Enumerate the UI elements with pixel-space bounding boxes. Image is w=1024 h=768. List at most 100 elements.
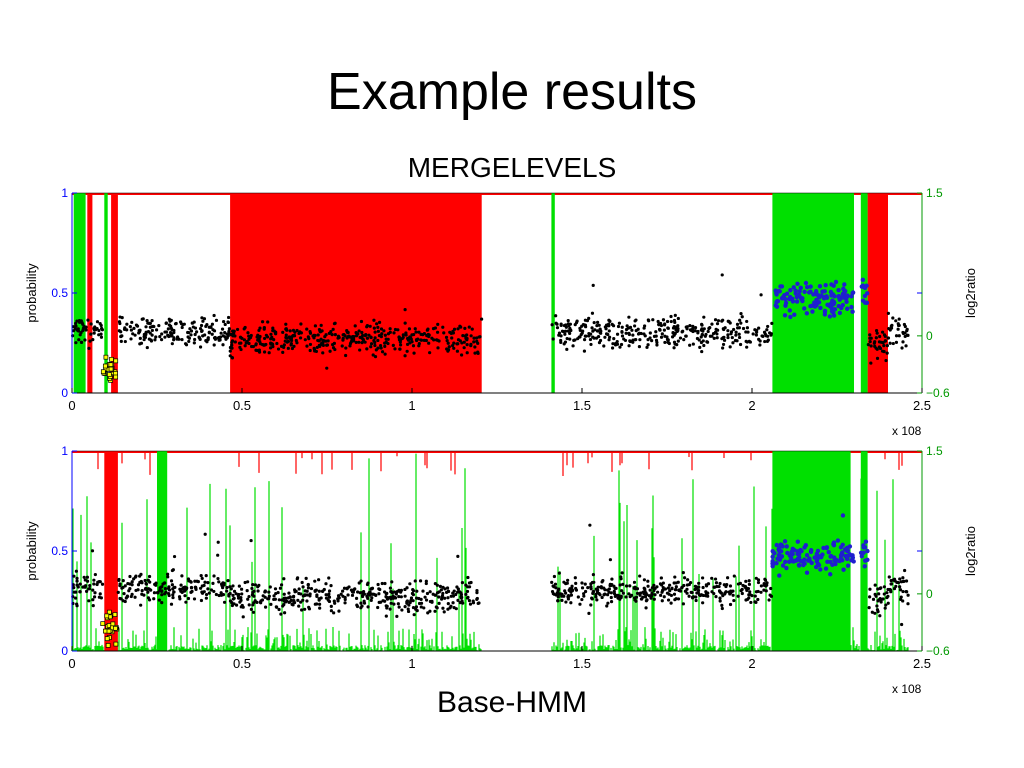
- data-point: [714, 594, 718, 599]
- right-y-tick-label: 0: [926, 329, 933, 343]
- left-axis-label: probability: [24, 263, 39, 323]
- data-point: [777, 573, 782, 578]
- data-point: [901, 579, 905, 584]
- data-point: [210, 322, 215, 326]
- data-point: [182, 589, 187, 593]
- data-point: [357, 340, 361, 344]
- data-point: [370, 596, 374, 600]
- data-point: [656, 319, 660, 324]
- data-point: [802, 545, 807, 550]
- data-point: [189, 329, 194, 333]
- data-point: [728, 345, 732, 349]
- data-point: [264, 333, 268, 337]
- data-point: [471, 601, 476, 605]
- data-point: [230, 343, 234, 347]
- data-point: [816, 562, 822, 568]
- data-point: [419, 597, 423, 602]
- data-point: [407, 327, 412, 331]
- data-point: [464, 592, 468, 597]
- data-point: [458, 590, 462, 594]
- data-point: [406, 338, 410, 342]
- data-point: [258, 339, 262, 344]
- data-point: [237, 584, 241, 588]
- data-point: [407, 603, 411, 607]
- data-point: [809, 560, 814, 566]
- data-point: [368, 324, 372, 328]
- data-point: [311, 334, 315, 338]
- data-point: [687, 594, 691, 598]
- data-point: [557, 571, 561, 575]
- data-point: [891, 341, 895, 346]
- data-point: [193, 332, 197, 337]
- data-point: [202, 317, 207, 321]
- data-point: [287, 600, 291, 604]
- data-point: [745, 326, 750, 330]
- data-point: [737, 332, 741, 336]
- data-point: [886, 594, 890, 598]
- data-point: [599, 585, 603, 589]
- data-point: [372, 318, 376, 322]
- data-point: [712, 336, 716, 340]
- data-point: [277, 607, 281, 612]
- data-point: [153, 338, 157, 342]
- data-point: [167, 588, 172, 592]
- data-point: [860, 277, 866, 283]
- data-point: [570, 584, 574, 588]
- data-point: [606, 601, 610, 605]
- data-point: [697, 581, 701, 585]
- data-point: [376, 325, 380, 329]
- right-y-tick-label: 1.5: [926, 444, 943, 458]
- data-point: [235, 327, 240, 332]
- data-point: [906, 593, 910, 597]
- data-point: [710, 576, 714, 580]
- data-point: [885, 344, 889, 348]
- data-point: [125, 328, 129, 332]
- data-point: [193, 326, 198, 330]
- data-point: [556, 599, 560, 603]
- data-point: [873, 340, 877, 344]
- data-point: [186, 596, 191, 601]
- data-point: [674, 327, 678, 331]
- data-point: [353, 587, 357, 591]
- data-point: [317, 589, 321, 593]
- slide-title: Example results: [327, 63, 697, 121]
- data-point: [560, 592, 564, 596]
- data-point: [259, 601, 263, 605]
- data-point: [447, 345, 451, 349]
- data-point: [685, 325, 689, 329]
- data-point: [745, 597, 750, 602]
- data-point: [736, 594, 740, 598]
- data-point: [272, 597, 276, 602]
- data-point: [247, 341, 251, 346]
- data-point: [565, 581, 569, 585]
- left-y-tick-label: 0: [61, 386, 68, 400]
- data-point: [718, 596, 722, 600]
- data-point: [382, 329, 386, 333]
- data-point: [404, 333, 408, 337]
- data-point: [203, 580, 207, 584]
- data-point: [92, 328, 97, 332]
- right-y-tick-label: 0: [926, 587, 933, 601]
- data-point: [359, 579, 363, 583]
- right-y-tick-label: −0.6: [926, 386, 950, 400]
- data-point: [634, 599, 638, 603]
- data-point: [745, 345, 749, 349]
- data-point: [357, 329, 361, 333]
- data-point: [904, 579, 909, 583]
- data-point: [74, 341, 78, 345]
- data-point: [98, 321, 102, 326]
- data-point: [427, 341, 431, 345]
- data-point: [171, 593, 175, 597]
- data-point: [166, 327, 170, 331]
- data-point: [882, 344, 886, 348]
- data-point: [313, 602, 317, 606]
- data-point: [638, 591, 643, 595]
- data-point: [163, 587, 167, 591]
- data-point: [691, 596, 695, 600]
- data-point: [104, 613, 110, 619]
- data-point: [159, 338, 164, 342]
- data-point: [850, 290, 856, 295]
- data-point: [167, 317, 171, 321]
- data-point: [737, 335, 742, 340]
- data-point: [674, 581, 678, 585]
